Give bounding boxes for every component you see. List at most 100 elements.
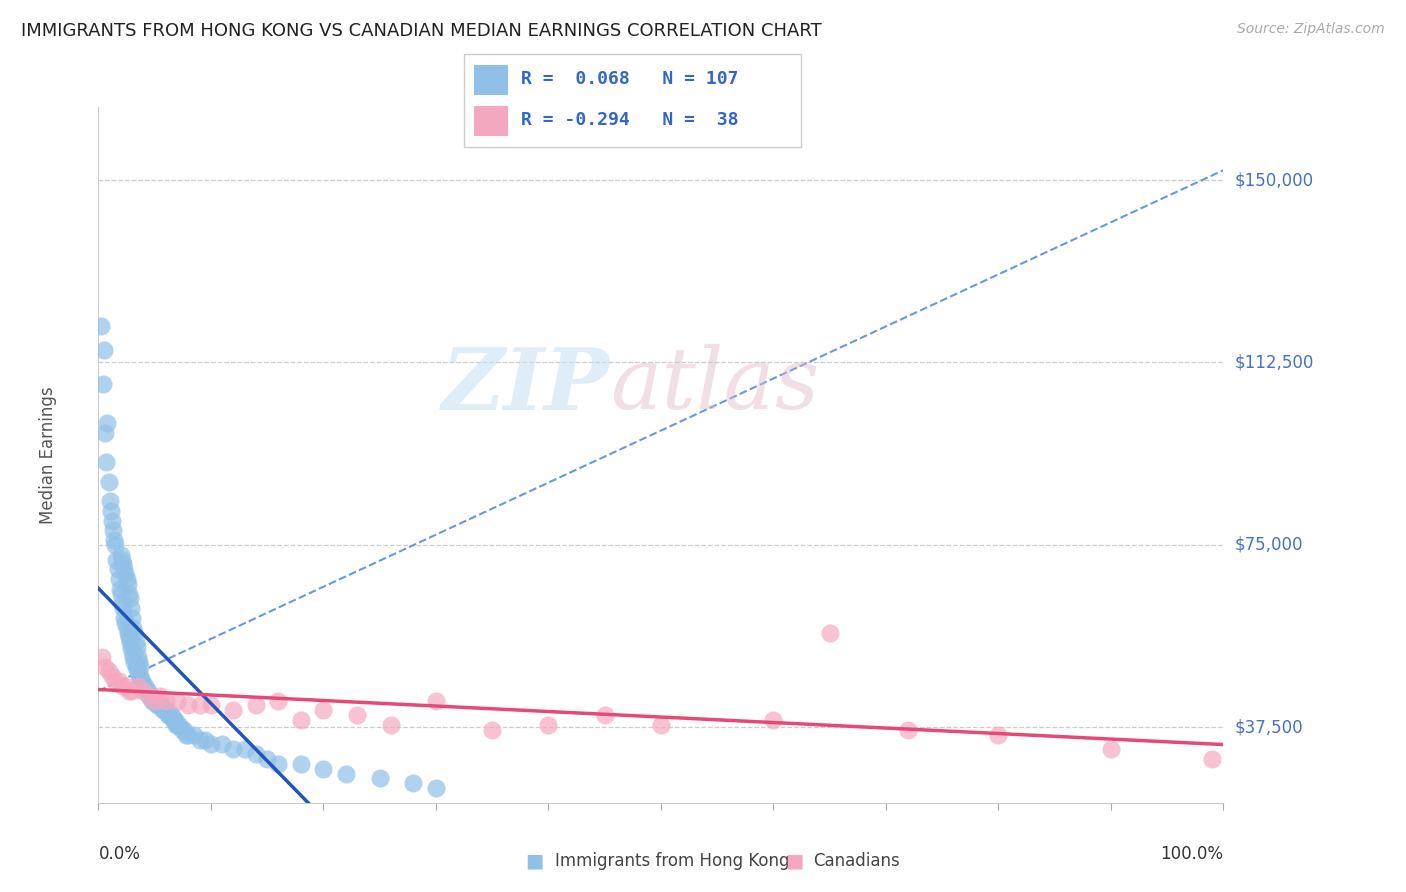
- Text: $112,500: $112,500: [1234, 353, 1313, 371]
- Point: [128, 669, 150, 683]
- Point: [141, 689, 163, 703]
- Point: [177, 698, 200, 713]
- Text: Median Earnings: Median Earnings: [39, 386, 56, 524]
- Point: [290, 756, 312, 771]
- Point: [200, 738, 222, 752]
- Point: [118, 635, 141, 649]
- Point: [125, 659, 148, 673]
- Point: [121, 645, 143, 659]
- Text: IMMIGRANTS FROM HONG KONG VS CANADIAN MEDIAN EARNINGS CORRELATION CHART: IMMIGRANTS FROM HONG KONG VS CANADIAN ME…: [21, 22, 823, 40]
- Point: [131, 674, 153, 689]
- Point: [127, 679, 149, 693]
- Point: [150, 698, 173, 713]
- Point: [124, 625, 146, 640]
- Point: [146, 698, 169, 713]
- Point: [267, 756, 290, 771]
- Point: [159, 708, 181, 723]
- Point: [173, 723, 195, 737]
- Point: [117, 625, 139, 640]
- Point: [188, 698, 211, 713]
- Point: [105, 552, 128, 566]
- Point: [146, 698, 169, 713]
- Text: Canadians: Canadians: [813, 852, 900, 870]
- Point: [128, 655, 150, 669]
- Point: [122, 649, 145, 664]
- Point: [143, 693, 166, 707]
- Point: [127, 665, 149, 679]
- Point: [155, 703, 177, 717]
- Point: [368, 772, 391, 786]
- Text: Immigrants from Hong Kong: Immigrants from Hong Kong: [555, 852, 790, 870]
- Point: [312, 703, 335, 717]
- FancyBboxPatch shape: [464, 54, 801, 147]
- Point: [153, 703, 176, 717]
- Point: [267, 693, 290, 707]
- Point: [987, 728, 1010, 742]
- Point: [163, 713, 186, 727]
- Point: [145, 693, 167, 707]
- Point: [380, 718, 402, 732]
- Point: [112, 611, 135, 625]
- Point: [256, 752, 278, 766]
- Point: [149, 698, 172, 713]
- Point: [110, 548, 132, 562]
- Text: R =  0.068   N = 107: R = 0.068 N = 107: [522, 70, 738, 87]
- Point: [650, 718, 672, 732]
- Point: [110, 586, 132, 600]
- Point: [101, 514, 124, 528]
- Text: Source: ZipAtlas.com: Source: ZipAtlas.com: [1237, 22, 1385, 37]
- Point: [481, 723, 503, 737]
- Text: $150,000: $150,000: [1234, 171, 1313, 189]
- Point: [101, 524, 124, 538]
- Point: [118, 591, 141, 606]
- Point: [132, 684, 155, 698]
- Point: [132, 679, 155, 693]
- Point: [183, 728, 205, 742]
- Point: [112, 562, 135, 576]
- Point: [127, 649, 149, 664]
- Point: [125, 640, 148, 654]
- Point: [108, 582, 131, 596]
- Point: [166, 718, 188, 732]
- Point: [107, 674, 129, 689]
- Point: [97, 665, 120, 679]
- Point: [129, 659, 152, 673]
- Point: [98, 494, 121, 508]
- Point: [118, 631, 141, 645]
- Point: [135, 684, 157, 698]
- Point: [163, 713, 186, 727]
- Point: [124, 655, 146, 669]
- Point: [222, 742, 245, 756]
- Point: [162, 713, 184, 727]
- Point: [233, 742, 256, 756]
- Text: 0.0%: 0.0%: [98, 845, 141, 863]
- Point: [135, 684, 157, 698]
- Point: [104, 674, 127, 689]
- Text: ZIP: ZIP: [443, 343, 610, 427]
- Point: [118, 586, 141, 600]
- Point: [112, 558, 135, 572]
- Point: [120, 640, 142, 654]
- Point: [138, 689, 160, 703]
- Point: [290, 713, 312, 727]
- Point: [152, 703, 174, 717]
- Bar: [474, 106, 508, 136]
- Point: [111, 679, 134, 693]
- Point: [103, 533, 125, 547]
- Point: [96, 455, 118, 469]
- Point: [129, 669, 152, 683]
- Point: [152, 703, 174, 717]
- Point: [94, 659, 117, 673]
- Point: [104, 538, 127, 552]
- Point: [425, 693, 447, 707]
- Point: [211, 738, 233, 752]
- Point: [118, 684, 141, 698]
- Point: [245, 698, 267, 713]
- Point: [1201, 752, 1223, 766]
- Point: [129, 674, 152, 689]
- Point: [139, 689, 162, 703]
- Point: [107, 562, 129, 576]
- Text: $75,000: $75,000: [1234, 536, 1303, 554]
- Point: [97, 475, 120, 489]
- Point: [117, 577, 139, 591]
